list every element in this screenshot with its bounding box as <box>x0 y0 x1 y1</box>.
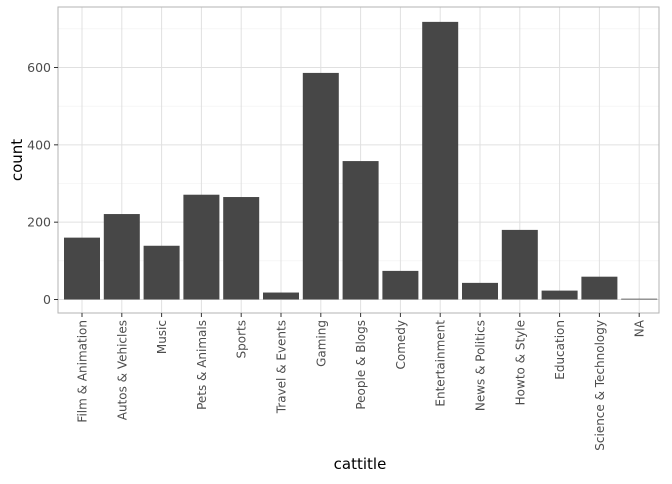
x-tick-label: Gaming <box>314 320 328 367</box>
y-tick-label: 200 <box>27 215 51 230</box>
x-tick-label: Entertainment <box>434 320 448 407</box>
x-tick-label: Science & Technology <box>593 320 607 451</box>
y-tick-label: 400 <box>27 137 51 152</box>
bar <box>621 298 658 300</box>
x-tick-label: Film & Animation <box>76 320 90 423</box>
panel-border <box>57 6 660 314</box>
x-axis-title: cattitle <box>334 455 387 473</box>
bar <box>501 229 538 300</box>
x-tick-label: Music <box>155 320 169 354</box>
y-tick-label: 600 <box>27 60 51 75</box>
bar <box>183 194 220 300</box>
bar <box>462 282 498 300</box>
bar <box>422 21 459 300</box>
bar <box>263 292 299 300</box>
x-tick-label: Education <box>553 320 567 380</box>
x-tick-label: Sports <box>235 320 249 358</box>
bar <box>302 72 339 300</box>
x-tick-label: NA <box>633 319 647 337</box>
y-axis: 0 200 400 600 <box>27 60 58 307</box>
bar <box>64 237 100 300</box>
x-tick-label: Howto & Style <box>513 320 527 405</box>
y-tick-label: 0 <box>43 292 51 307</box>
x-axis: Film & Animation Autos & Vehicles Music Pet… <box>76 313 647 451</box>
bar <box>143 245 180 300</box>
x-tick-label: Pets & Animals <box>195 320 209 410</box>
x-tick-label: Autos & Vehicles <box>115 320 129 420</box>
bar <box>342 161 379 300</box>
bar <box>223 197 260 300</box>
x-tick-label: People & Blogs <box>354 320 368 410</box>
y-axis-title: count <box>8 139 26 181</box>
bar <box>103 214 140 300</box>
bar <box>581 276 618 300</box>
x-tick-label: News & Politics <box>474 320 488 411</box>
bars <box>64 21 658 300</box>
bar <box>382 270 419 300</box>
x-tick-label: Comedy <box>394 320 408 370</box>
bar <box>541 290 578 300</box>
x-tick-label: Travel & Events <box>275 320 289 414</box>
